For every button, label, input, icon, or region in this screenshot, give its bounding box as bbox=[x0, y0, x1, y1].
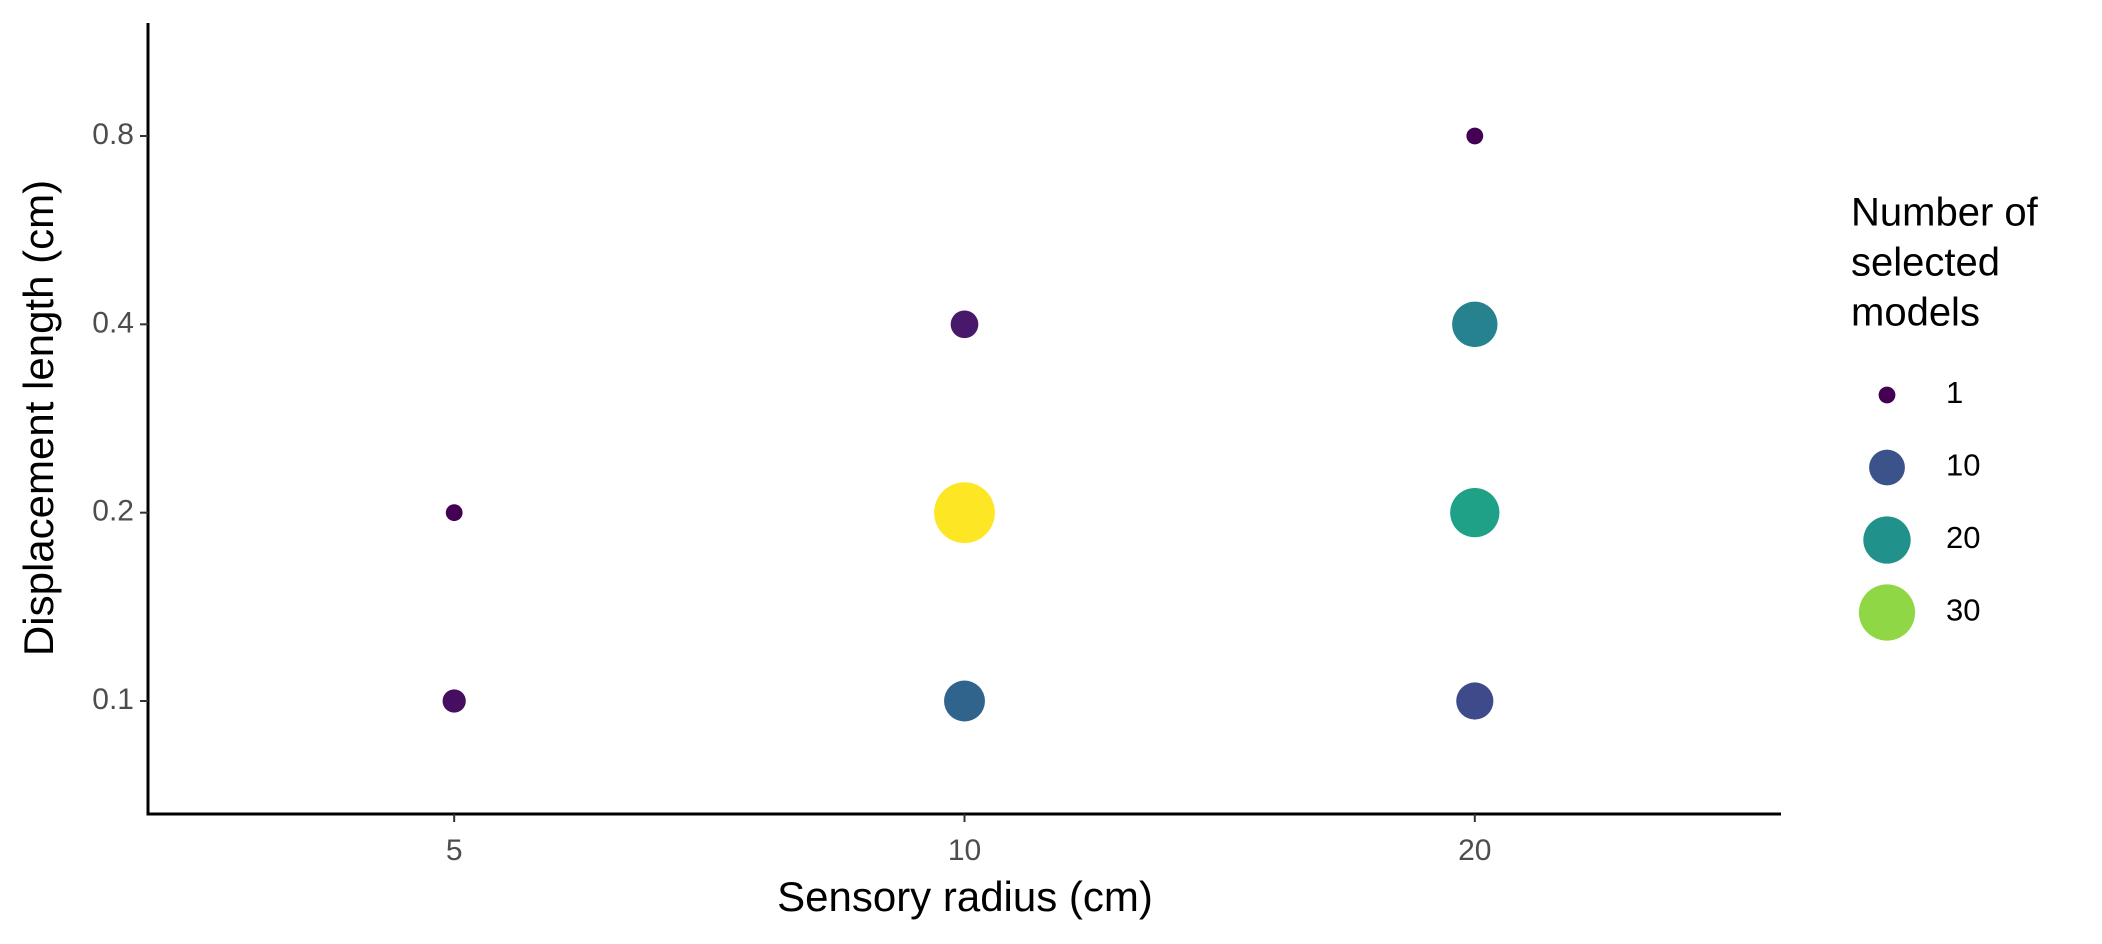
y-tick-label: 0.8 bbox=[92, 118, 134, 151]
legend-symbol bbox=[1869, 449, 1905, 486]
legend-symbol bbox=[1878, 386, 1896, 404]
x-axis-title: Sensory radius (cm) bbox=[777, 873, 1153, 920]
legend-title: Number of bbox=[1851, 191, 2039, 235]
bubble bbox=[442, 689, 466, 713]
legend-symbol bbox=[1863, 516, 1911, 564]
bubble bbox=[950, 310, 979, 339]
legend-label: 1 bbox=[1946, 375, 1963, 410]
legend-label: 20 bbox=[1946, 520, 1980, 555]
bubble bbox=[1452, 301, 1498, 348]
x-tick-label: 10 bbox=[948, 834, 981, 867]
legend-symbol bbox=[1858, 584, 1916, 641]
x-tick-label: 20 bbox=[1458, 834, 1491, 867]
bubble bbox=[1450, 488, 1500, 538]
x-tick-label: 5 bbox=[446, 834, 463, 867]
legend-title: models bbox=[1851, 291, 1980, 335]
bubble bbox=[1456, 682, 1494, 720]
bubble bbox=[934, 482, 995, 544]
legend-label: 30 bbox=[1946, 593, 1980, 628]
y-tick-label: 0.1 bbox=[92, 683, 134, 716]
y-tick-label: 0.4 bbox=[92, 306, 134, 339]
bubble bbox=[1466, 127, 1484, 145]
legend-title: selected bbox=[1851, 241, 2000, 285]
y-tick-label: 0.2 bbox=[92, 495, 134, 528]
bubble bbox=[944, 680, 985, 722]
bubble bbox=[445, 504, 463, 522]
legend-label: 10 bbox=[1946, 448, 1980, 483]
y-axis-title: Displacement length (cm) bbox=[15, 180, 62, 656]
